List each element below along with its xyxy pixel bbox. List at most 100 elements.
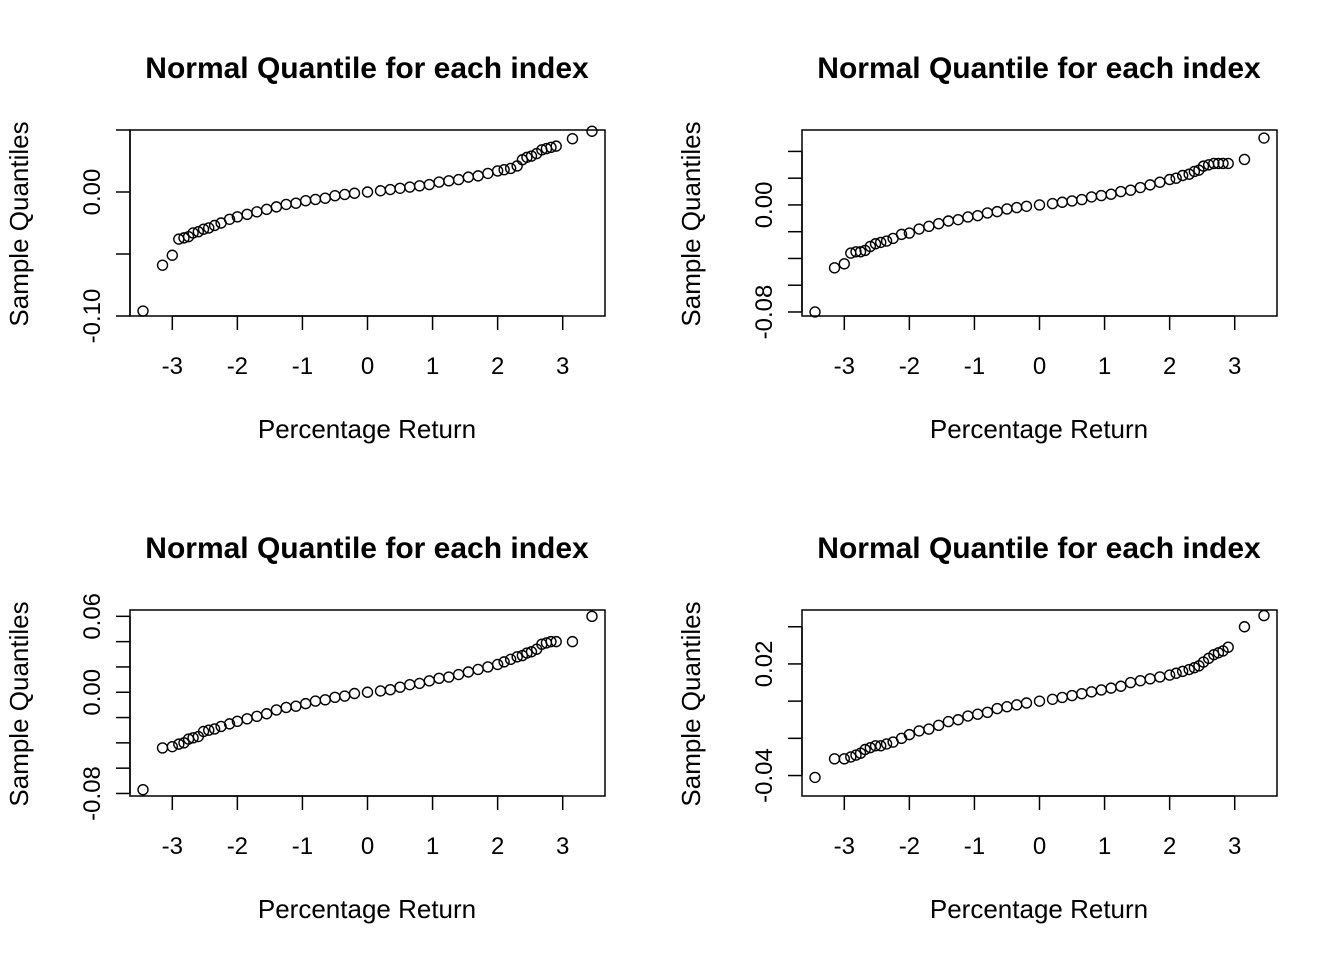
x-tick-label: 0 [1033,833,1046,860]
data-point [361,186,374,198]
qq-panel-1: Normal Quantile for each index Percentag… [4,52,606,444]
y-axis: -0.04 0.02 [751,625,803,803]
data-point [586,125,598,137]
data-point [1238,621,1251,633]
data-point [1011,201,1023,214]
data-point [208,723,221,735]
data-point [1188,165,1201,178]
data-point [511,651,523,663]
data-point [260,203,273,216]
data-point [251,710,263,722]
data-point [875,236,887,249]
data-point [1011,699,1023,711]
data-point [991,205,1003,218]
x-axis-label: Percentage Return [258,894,476,924]
data-point [270,201,283,213]
data-point [384,684,396,696]
x-tick-label: -3 [162,833,183,860]
data-point [215,720,227,733]
data-point [1105,682,1117,694]
data-point [1046,197,1059,210]
data-point [923,220,935,233]
data-point [1033,199,1046,211]
data-point [1115,680,1127,692]
data-point [1170,172,1182,184]
data-point [1076,688,1088,700]
data-point [913,725,925,737]
data-point [1066,689,1078,702]
x-tick-label: 2 [1163,353,1176,380]
data-point [1183,663,1195,676]
data-point [491,658,504,671]
y-axis-label: Sample Quantiles [676,601,706,806]
data-point [498,656,510,668]
x-axis: -3 -2 -1 0 1 2 3 [834,315,1241,380]
x-tick-label: -1 [964,833,985,860]
x-tick-label: -2 [899,353,920,380]
data-point [991,702,1003,715]
data-point [443,175,455,187]
y-tick-label: 0.00 [751,182,778,229]
x-tick-label: 1 [1098,833,1111,860]
data-point [339,690,351,702]
data-point [156,259,169,271]
y-tick-label: 0.02 [751,641,778,688]
data-point [1222,157,1234,170]
data-point [504,162,517,175]
x-tick-label: 1 [426,353,439,380]
data-point [498,163,510,176]
data-point [1258,609,1270,622]
data-point [1105,188,1117,200]
x-tick-label: 3 [1228,833,1241,860]
data-point [443,671,455,683]
y-axis: -0.10 0.00 [79,129,131,343]
x-tick-label: -3 [162,353,183,380]
data-point [828,753,841,765]
data-point [423,178,436,191]
data-point [290,197,302,209]
data-point [1144,673,1156,685]
data-point [932,719,945,732]
data-point [1222,641,1234,653]
data-point [971,708,984,720]
x-axis: -3 -2 -1 0 1 2 3 [162,315,569,380]
data-point [869,740,882,752]
data-point [1183,168,1195,180]
data-point [423,675,436,687]
data-point [137,783,149,796]
data-point [1076,193,1088,206]
data-point [942,215,955,227]
y-axis: -0.08 0.00 [751,150,803,339]
data-point [864,240,877,253]
data-point [223,718,236,730]
data-point [1144,179,1156,191]
plot-frame [801,609,1278,797]
y-axis: -0.08 0.00 0.06 [79,593,131,821]
data-point [859,743,871,756]
data-point [394,681,406,693]
data-point [1163,173,1176,186]
data-point [566,132,579,145]
data-point [361,686,374,698]
x-tick-label: 0 [361,833,374,860]
data-point [1046,693,1059,705]
data-point [319,192,331,204]
data-point [971,209,984,222]
x-tick-label: -3 [834,353,855,380]
y-tick-label: -0.08 [79,766,106,821]
x-tick-label: -1 [292,353,313,380]
data-point [550,635,562,648]
y-tick-label: 0.06 [79,593,106,640]
data-point [809,771,821,784]
data-point [525,150,538,162]
x-axis-label: Percentage Return [258,414,476,444]
y-tick-label: 0.00 [79,669,106,716]
x-tick-label: 3 [556,353,569,380]
data-point [309,695,322,707]
x-tick-label: 1 [1098,353,1111,380]
data-point [1176,665,1189,678]
data-point [329,691,341,704]
data-point [1154,671,1166,683]
data-point [241,713,253,725]
data-point [1170,667,1182,679]
